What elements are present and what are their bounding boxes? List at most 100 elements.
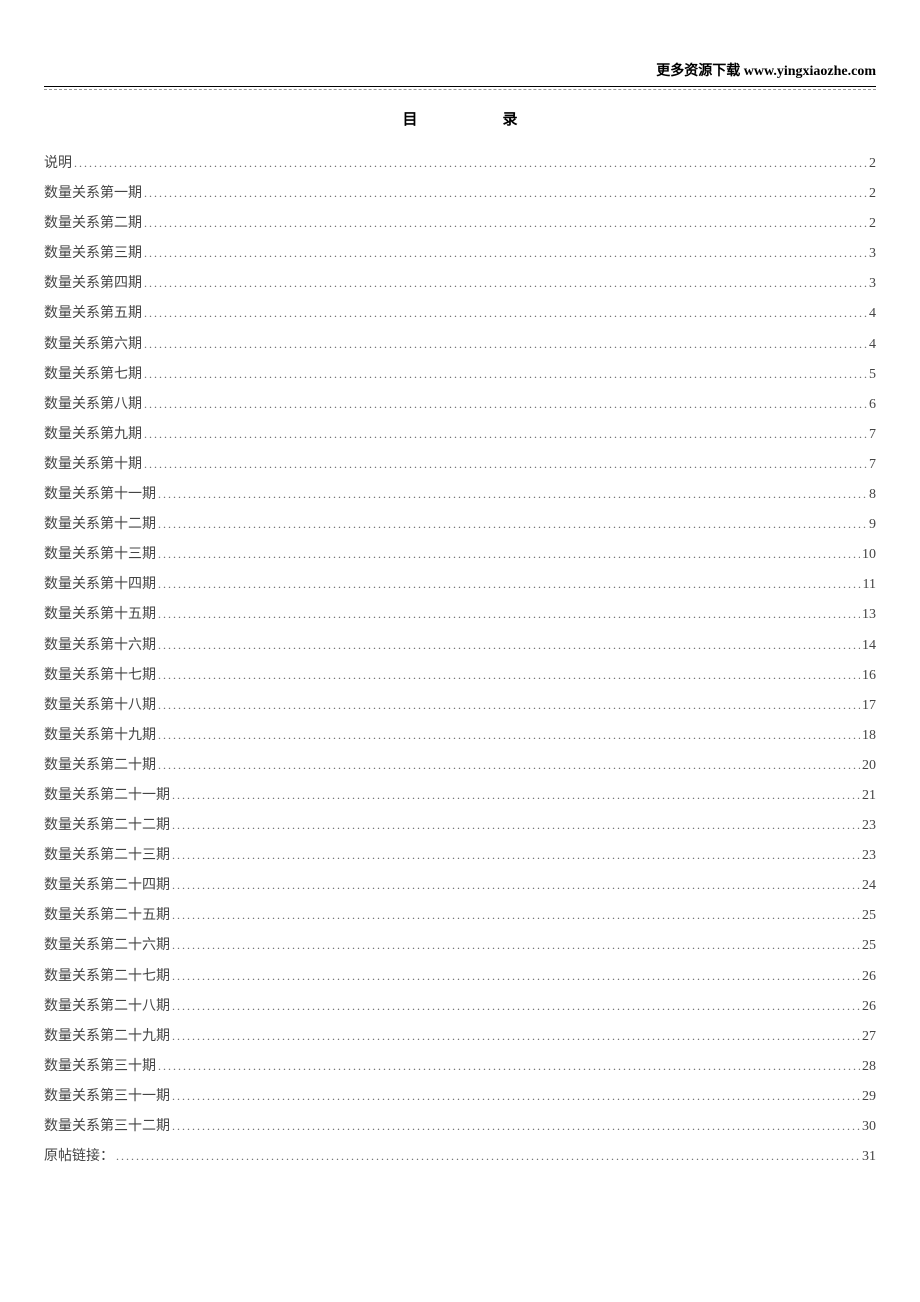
toc-entry[interactable]: 数量关系第二十四期 24 [44,871,876,901]
toc-entry[interactable]: 数量关系第十八期17 [44,691,876,721]
toc-entry[interactable]: 数量关系第一期2 [44,179,876,209]
toc-entry-label: 数量关系第二十五期 [44,901,170,931]
toc-entry-label: 数量关系第十期 [44,450,142,480]
toc-leader-dots [158,751,860,781]
toc-leader-dots [172,841,860,871]
toc-entry[interactable]: 数量关系第二十五期 25 [44,901,876,931]
toc-entry-label: 数量关系第二十一期 [44,781,170,811]
toc-entry-label: 数量关系第二十八期 [44,992,170,1022]
toc-entry[interactable]: 数量关系第二十二期23 [44,811,876,841]
toc-entry[interactable]: 数量关系第十四期11 [44,570,876,600]
toc-entry[interactable]: 数量关系第七期5 [44,360,876,390]
toc-leader-dots [158,631,860,661]
toc-leader-dots [172,931,860,961]
toc-entry[interactable]: 原帖链接：31 [44,1142,876,1172]
toc-entry[interactable]: 数量关系第二十六期 25 [44,931,876,961]
toc-entry[interactable]: 数量关系第十期 7 [44,450,876,480]
toc-entry[interactable]: 数量关系第五期 4 [44,299,876,329]
toc-entry[interactable]: 数量关系第二十七期26 [44,962,876,992]
toc-leader-dots [172,811,860,841]
toc-entry-label: 数量关系第二十六期 [44,931,170,961]
toc-entry[interactable]: 数量关系第二期2 [44,209,876,239]
toc-entry-page: 30 [862,1112,876,1142]
toc-entry-page: 21 [862,781,876,811]
toc-leader-dots [116,1142,860,1172]
toc-entry[interactable]: 数量关系第二十一期 21 [44,781,876,811]
toc-entry[interactable]: 数量关系第八期 6 [44,390,876,420]
toc-entry[interactable]: 数量关系第十六期14 [44,631,876,661]
toc-entry-label: 数量关系第二期 [44,209,142,239]
toc-entry-page: 25 [862,931,876,961]
toc-leader-dots [74,149,867,179]
toc-entry[interactable]: 数量关系第三期 3 [44,239,876,269]
toc-entry[interactable]: 数量关系第十九期18 [44,721,876,751]
toc-entry-label: 数量关系第六期 [44,330,142,360]
toc-entry[interactable]: 数量关系第四期3 [44,269,876,299]
toc-leader-dots [144,390,867,420]
toc-entry[interactable]: 数量关系第六期4 [44,330,876,360]
toc-entry-label: 数量关系第二十九期 [44,1022,170,1052]
toc-entry-label: 数量关系第三十二期 [44,1112,170,1142]
toc-leader-dots [144,420,867,450]
toc-entry-page: 8 [869,480,876,510]
toc-entry-label: 数量关系第五期 [44,299,142,329]
toc-leader-dots [158,600,860,630]
toc-leader-dots [172,901,860,931]
toc-leader-dots [172,1082,860,1112]
toc-entry-page: 26 [862,992,876,1022]
toc-entry[interactable]: 数量关系第十七期16 [44,661,876,691]
toc-leader-dots [158,480,867,510]
toc-entry[interactable]: 数量关系第三十期 28 [44,1052,876,1082]
toc-entry-page: 24 [862,871,876,901]
toc-entry-label: 数量关系第二十七期 [44,962,170,992]
toc-entry[interactable]: 数量关系第二十九期 27 [44,1022,876,1052]
toc-entry[interactable]: 数量关系第十五期13 [44,600,876,630]
toc-entry-page: 6 [869,390,876,420]
toc-leader-dots [144,179,867,209]
toc-entry[interactable]: 数量关系第二十三期 23 [44,841,876,871]
toc-entry-label: 数量关系第八期 [44,390,142,420]
toc-entry[interactable]: 数量关系第三十二期 30 [44,1112,876,1142]
toc-entry[interactable]: 数量关系第十二期 9 [44,510,876,540]
toc-entry-page: 27 [862,1022,876,1052]
toc-entry-label: 数量关系第十五期 [44,600,156,630]
toc-leader-dots [144,239,867,269]
toc-entry-label: 数量关系第十八期 [44,691,156,721]
toc-leader-dots [144,209,867,239]
toc-entry-label: 数量关系第十九期 [44,721,156,751]
toc-entry-page: 3 [869,239,876,269]
toc-entry[interactable]: 数量关系第二十期20 [44,751,876,781]
toc-entry-label: 数量关系第一期 [44,179,142,209]
toc-title: 目录 [44,108,876,129]
toc-entry-label: 数量关系第十七期 [44,661,156,691]
toc-leader-dots [158,721,860,751]
toc-entry[interactable]: 数量关系第九期7 [44,420,876,450]
toc-leader-dots [172,992,860,1022]
toc-entry-label: 数量关系第二十二期 [44,811,170,841]
toc-entry-page: 4 [869,299,876,329]
toc-entry-page: 28 [862,1052,876,1082]
toc-entry-page: 7 [869,420,876,450]
toc-entry-page: 9 [869,510,876,540]
toc-leader-dots [158,661,860,691]
toc-entry-label: 数量关系第三期 [44,239,142,269]
toc-leader-dots [172,1022,860,1052]
toc-entry-page: 29 [862,1082,876,1112]
toc-entry-label: 数量关系第三十期 [44,1052,156,1082]
toc-leader-dots [158,510,867,540]
toc-entry-label: 数量关系第二十三期 [44,841,170,871]
toc-entry-label: 数量关系第十一期 [44,480,156,510]
toc-leader-dots [158,691,860,721]
toc-entry-page: 7 [869,450,876,480]
toc-entry-page: 23 [862,841,876,871]
toc-entry-label: 数量关系第十二期 [44,510,156,540]
toc-entry[interactable]: 说明2 [44,149,876,179]
toc-entry-label: 数量关系第十四期 [44,570,156,600]
toc-entry-label: 数量关系第二十四期 [44,871,170,901]
toc-entry-page: 25 [862,901,876,931]
toc-entry[interactable]: 数量关系第三十一期29 [44,1082,876,1112]
toc-entry[interactable]: 数量关系第十三期10 [44,540,876,570]
toc-list: 说明2数量关系第一期2数量关系第二期2数量关系第三期3数量关系第四期3数量关系第… [44,149,876,1172]
toc-entry[interactable]: 数量关系第十一期 8 [44,480,876,510]
toc-entry[interactable]: 数量关系第二十八期 26 [44,992,876,1022]
